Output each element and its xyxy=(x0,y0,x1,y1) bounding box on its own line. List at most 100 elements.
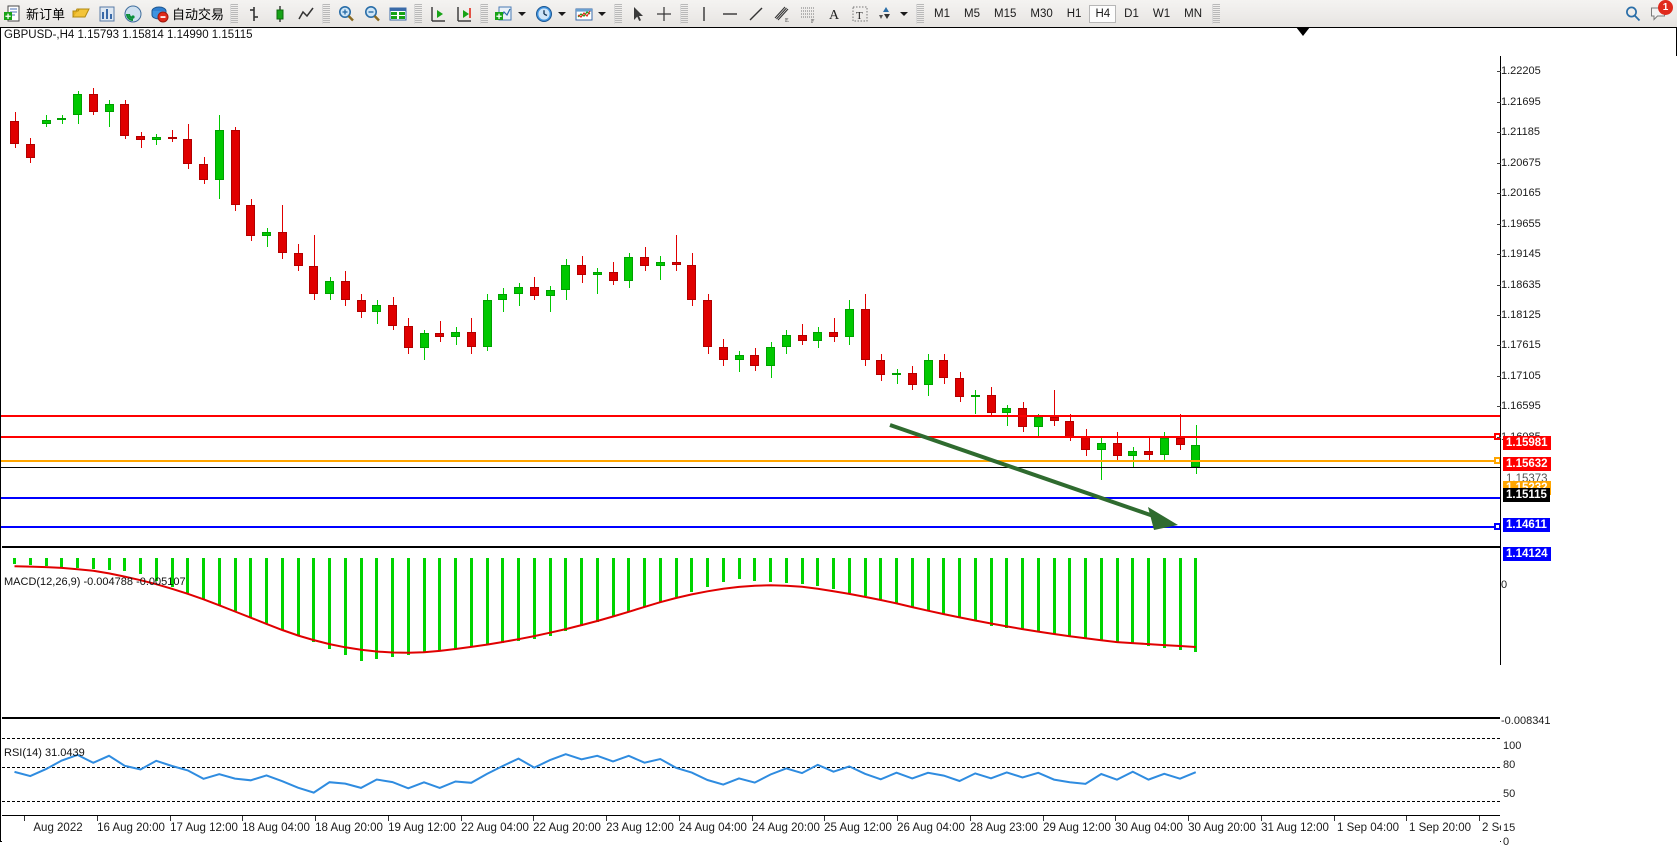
chevron-down-icon[interactable] xyxy=(558,11,567,16)
candle-body xyxy=(892,373,901,376)
candle-body xyxy=(655,261,665,266)
crosshair-tool-button[interactable] xyxy=(651,2,677,26)
equidistant-channel-button[interactable]: E xyxy=(769,2,795,26)
trend-arrow-annotation[interactable] xyxy=(2,28,1500,546)
time-tick xyxy=(1115,816,1116,821)
chevron-down-icon[interactable] xyxy=(598,11,607,16)
rsi-pane[interactable] xyxy=(2,718,1500,815)
macd-histogram-bar xyxy=(91,558,95,569)
price-level-line[interactable] xyxy=(1,435,1500,438)
auto-trading-button[interactable]: 自动交易 xyxy=(146,2,227,26)
timeframe-h4[interactable]: H4 xyxy=(1089,4,1117,23)
macd-histogram-bar xyxy=(564,558,568,632)
candle-body xyxy=(1002,407,1012,413)
price-tick-label: 1.21185 xyxy=(1497,126,1540,138)
auto-scroll-button[interactable] xyxy=(451,2,477,26)
time-tick xyxy=(1406,816,1407,821)
trendline-tool-button[interactable] xyxy=(743,2,769,26)
time-tick xyxy=(1261,816,1262,821)
candle-body xyxy=(372,305,382,313)
price-level-line[interactable] xyxy=(1,526,1500,529)
new-chart-button[interactable] xyxy=(491,2,531,26)
auto-scroll-icon xyxy=(454,4,474,24)
price-level-line[interactable] xyxy=(1,466,1500,468)
price-tick-label: 1.16595 xyxy=(1497,400,1541,412)
toolbar-separator xyxy=(322,3,331,24)
folder-button[interactable] xyxy=(68,2,94,26)
price-level-line[interactable] xyxy=(1,496,1500,499)
price-pane[interactable] xyxy=(2,28,1500,546)
charts-button[interactable] xyxy=(94,2,120,26)
timeframe-m15[interactable]: M15 xyxy=(994,7,1017,20)
zoom-out-button[interactable] xyxy=(359,2,385,26)
data-window-button[interactable] xyxy=(385,2,411,26)
arrows-tool-button[interactable] xyxy=(873,2,913,26)
candle-body xyxy=(844,309,854,338)
zoom-in-button[interactable] xyxy=(333,2,359,26)
macd-histogram-bar xyxy=(517,558,520,642)
candle-body xyxy=(1112,442,1122,456)
candle-body xyxy=(214,130,224,180)
price-tick-label: 1.21695 xyxy=(1497,96,1541,108)
chart-area[interactable]: MACD(12,26,9) -0.004788 -0.005107 RSI(14… xyxy=(0,27,1677,848)
time-tick xyxy=(1188,816,1189,821)
time-tick-label: 19 Aug 12:00 xyxy=(388,822,456,834)
fibonacci-tool-button[interactable]: F xyxy=(795,2,821,26)
timeframe-m30[interactable]: M30 xyxy=(1030,7,1053,20)
timeframe-d1[interactable]: D1 xyxy=(1124,7,1139,20)
vertical-line-tool-button[interactable] xyxy=(691,2,717,26)
new-order-button[interactable]: 新订单 xyxy=(0,2,68,26)
search-icon[interactable] xyxy=(1623,4,1643,24)
shift-end-button[interactable] xyxy=(425,2,451,26)
macd-histogram-bar xyxy=(910,558,914,607)
time-scale[interactable]: Aug 2022 16 Aug 20:00 17 Aug 12:00 18 Aug 0… xyxy=(2,815,1544,843)
macd-axis-min-label: -0.008341 xyxy=(1501,715,1551,727)
price-level-line[interactable] xyxy=(1,459,1500,462)
alerts-icon[interactable]: 1 xyxy=(1649,0,1673,24)
bar-chart-button[interactable] xyxy=(241,2,267,26)
timeframe-w1[interactable]: W1 xyxy=(1152,7,1171,20)
time-tick xyxy=(970,816,971,821)
zoom-out-icon xyxy=(362,4,382,24)
candle-body xyxy=(277,231,287,253)
auto-trading-label: 自动交易 xyxy=(172,7,225,22)
signals-button[interactable] xyxy=(120,2,146,26)
macd-histogram-bar xyxy=(217,558,221,606)
text-tool-button[interactable]: A xyxy=(821,2,847,26)
chevron-down-icon[interactable] xyxy=(518,11,527,16)
price-level-label: 1.15632 xyxy=(1503,456,1551,471)
crosshair-icon xyxy=(654,4,674,24)
line-chart-button[interactable] xyxy=(293,2,319,26)
chevron-down-icon[interactable] xyxy=(900,11,909,16)
price-level-line[interactable] xyxy=(1,415,1500,418)
time-tick xyxy=(824,816,825,821)
timeframe-h1[interactable]: H1 xyxy=(1066,7,1082,20)
candle-wick xyxy=(1149,437,1150,462)
candlestick-chart-button[interactable] xyxy=(267,2,293,26)
horizontal-line-tool-button[interactable] xyxy=(717,2,743,26)
candle-body xyxy=(104,104,114,113)
candle-body xyxy=(309,265,319,295)
cursor-tool-button[interactable] xyxy=(625,2,651,26)
candle-body xyxy=(498,294,508,301)
candle-wick xyxy=(503,288,504,313)
time-tick xyxy=(97,816,98,821)
price-scale[interactable]: 1.22205 1.21695 1.21185 1.20675 1.20165 1.196… xyxy=(1497,56,1677,848)
candle-body xyxy=(451,331,460,338)
macd-histogram-bar xyxy=(1131,558,1135,645)
macd-histogram-bar xyxy=(627,558,631,612)
time-tick-label: 16 Aug 20:00 xyxy=(97,822,165,834)
macd-pane[interactable] xyxy=(2,547,1500,716)
timeframe-mn[interactable]: MN xyxy=(1184,7,1202,20)
text-label-tool-button[interactable]: T xyxy=(847,2,873,26)
templates-button[interactable] xyxy=(571,2,611,26)
period-button[interactable] xyxy=(531,2,571,26)
clock-icon xyxy=(534,4,554,24)
time-tick xyxy=(24,816,25,821)
macd-histogram-bar xyxy=(737,558,741,580)
rsi-level-line xyxy=(2,738,1500,740)
channel-icon: E xyxy=(772,4,792,24)
pane-divider-rsi xyxy=(2,717,1500,718)
timeframe-m5[interactable]: M5 xyxy=(964,7,980,20)
timeframe-m1[interactable]: M1 xyxy=(934,7,951,20)
